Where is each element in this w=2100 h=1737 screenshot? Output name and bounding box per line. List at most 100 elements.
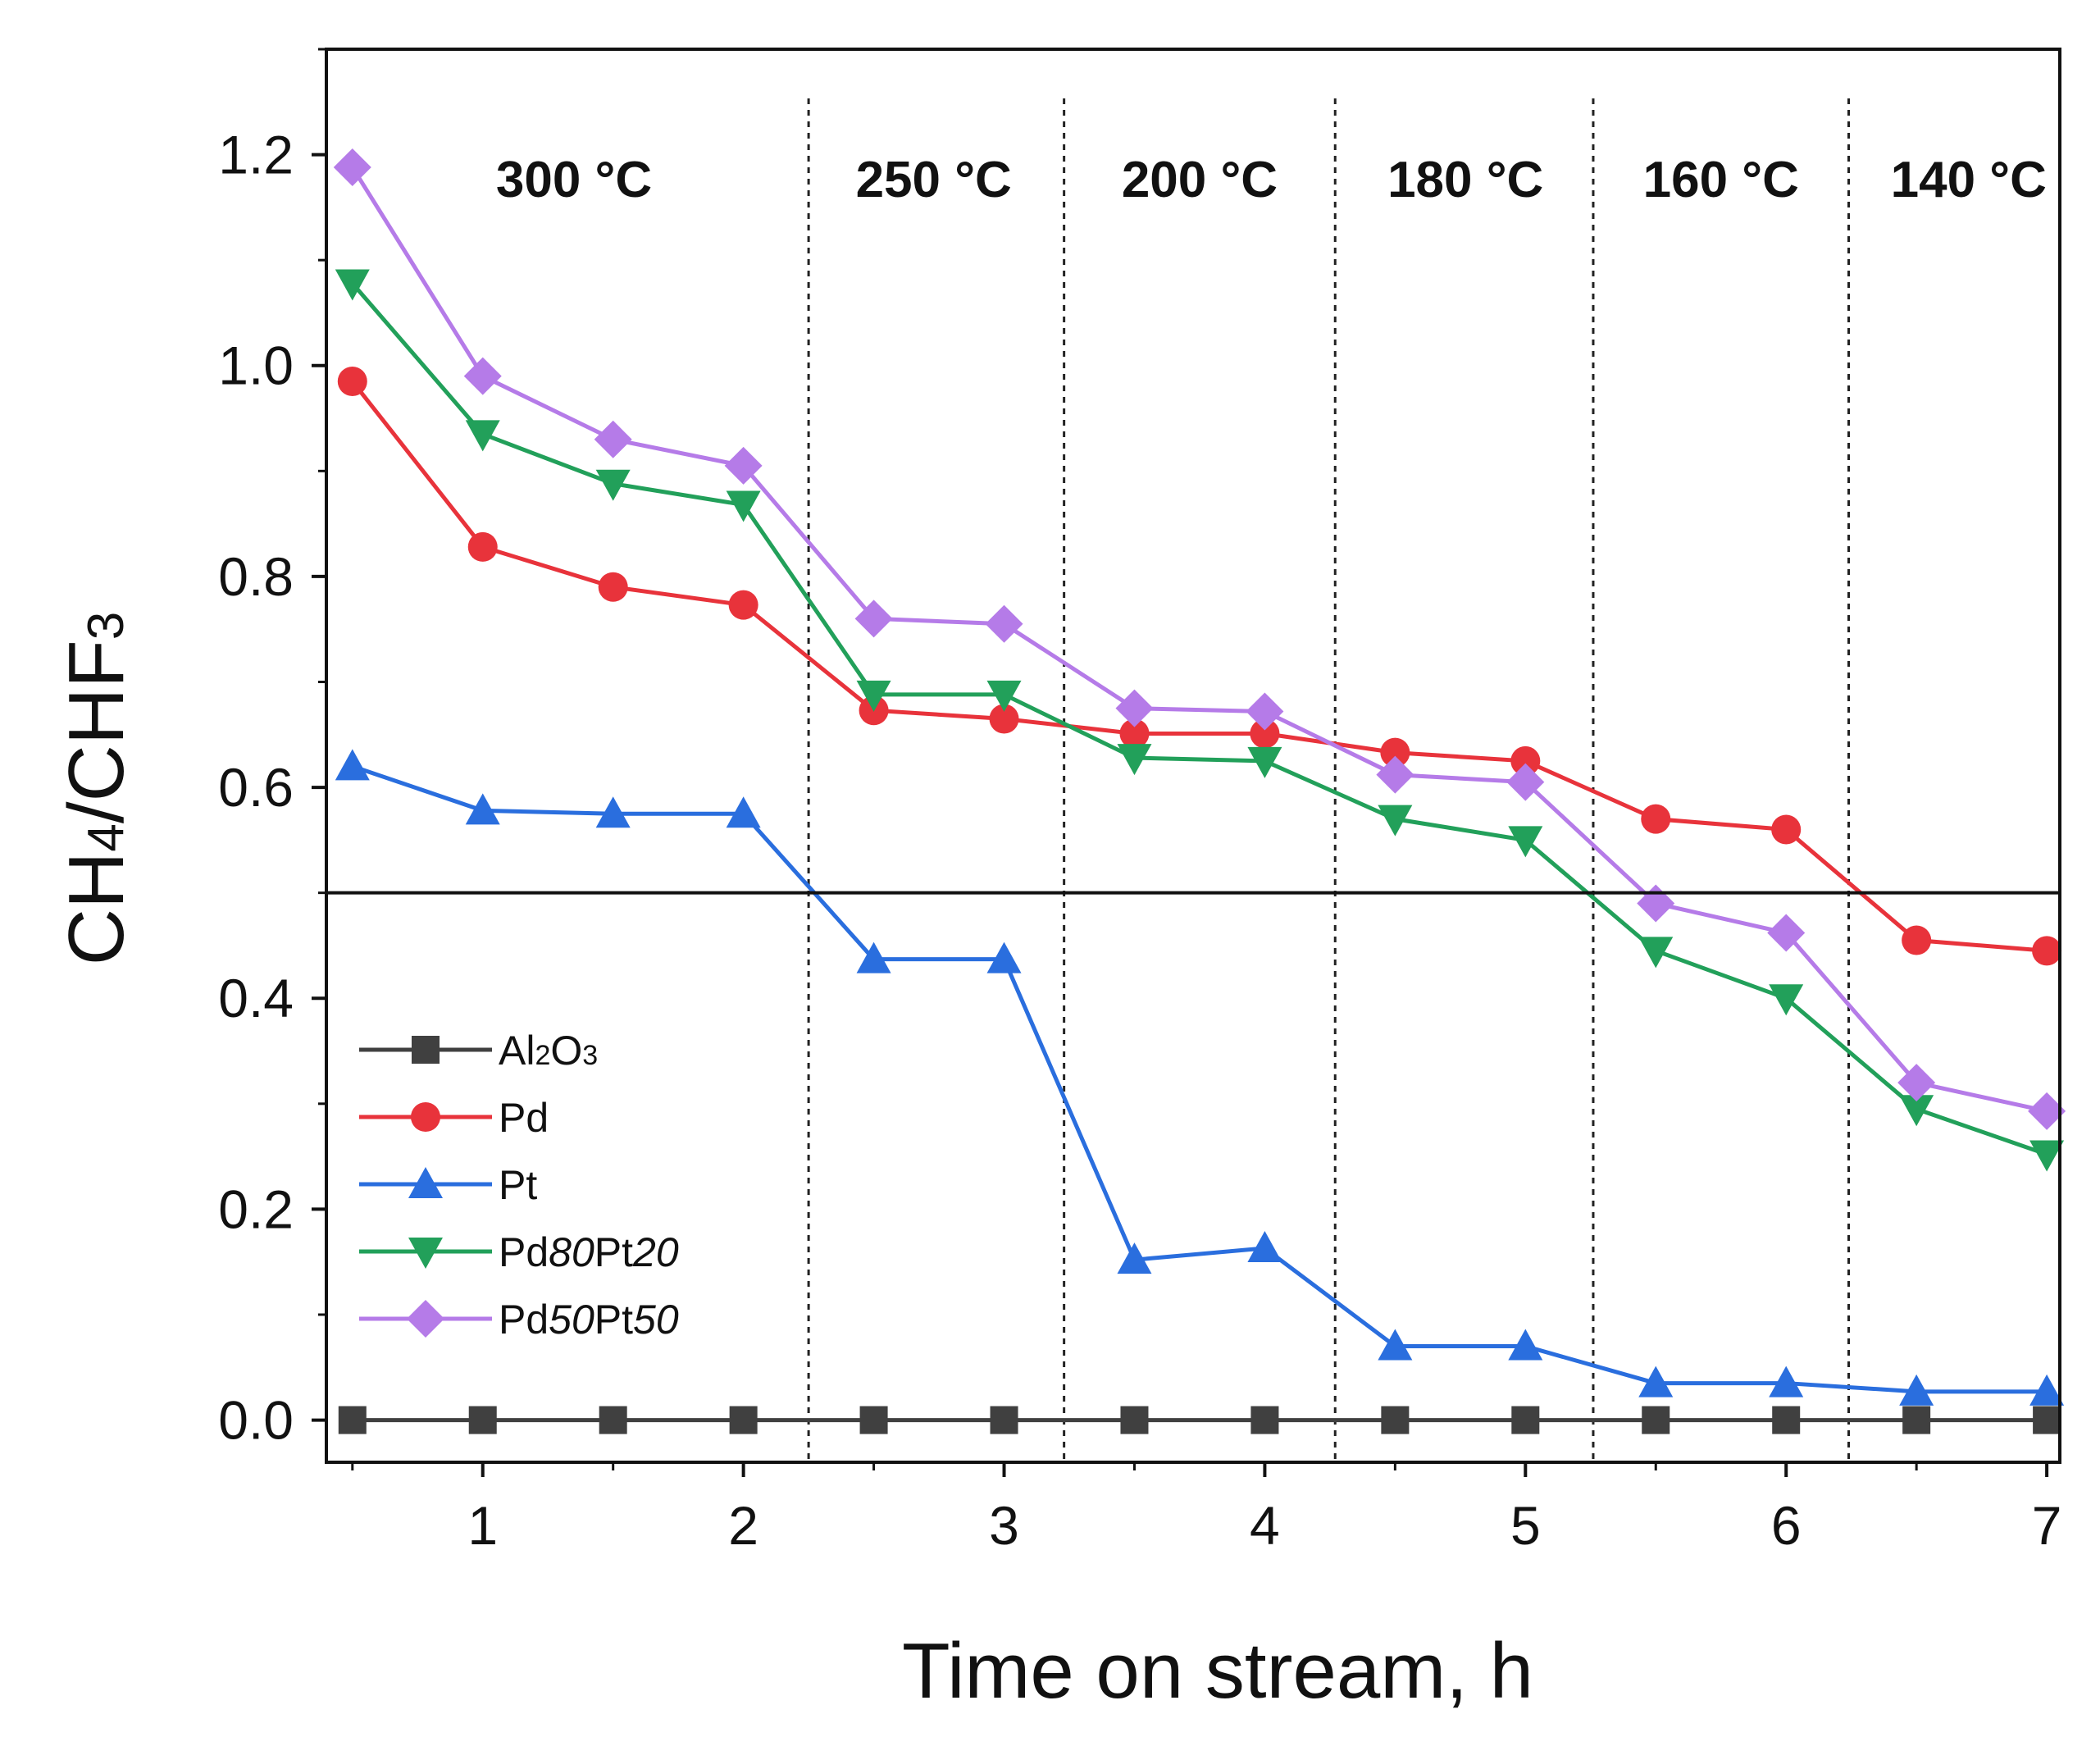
plot-frame [325,48,2061,1464]
legend-label-part: Al [499,1028,535,1074]
axes: 0.0 0.2 0.4 0.6 0.8 1.0 1.2 1 2 3 4 5 6 7 Time on stre… [52,48,2062,1715]
data-point [1897,1064,1936,1102]
data-point [1772,1406,1801,1434]
data-point [724,446,763,485]
data-point [333,148,371,187]
data-point [1899,1095,1934,1127]
data-point [1119,718,1150,749]
y-tick-label: 0.4 [218,968,294,1028]
data-point [1638,1365,1674,1397]
temperature-dividers [807,98,1851,1462]
legend-label-part: Pd [499,1229,549,1275]
legend-label-part: 50 [633,1297,679,1343]
x-axis-title: Time on stream, h [902,1627,1533,1715]
data-point [1117,744,1152,776]
data-point [335,269,370,301]
data-point [2032,936,2062,966]
y-axis-title: CH4/CHF3 [52,612,140,966]
data-point [465,420,500,452]
data-point [1378,805,1413,837]
legend-label-part: O [550,1028,582,1074]
y-axis-title-part: 4 [78,823,134,851]
data-point [1769,984,1804,1016]
series-line [350,380,2048,953]
data-point [1642,1406,1670,1434]
x-tick-label: 6 [1771,1495,1802,1556]
x-tick-label: 5 [1510,1495,1541,1556]
data-point [990,1406,1018,1434]
series-line [350,281,2048,1156]
x-tick-label: 1 [467,1495,498,1556]
temperature-region-label: 140 °C [1891,152,2047,208]
data-point [1247,1230,1282,1262]
y-tick-label: 0.8 [218,546,294,607]
series-pd80pt20 [335,269,2065,1172]
series-layer [333,148,2066,1434]
data-point [463,357,502,395]
legend-marker [407,1300,444,1338]
temperature-region-label: 300 °C [496,152,652,208]
legend-marker [408,1238,443,1269]
data-point [598,572,628,602]
y-tick-label: 1.2 [218,125,294,185]
legend-entry: Pd50Pt50 [359,1297,679,1343]
legend-marker [412,1036,440,1064]
legend-marker [408,1167,443,1198]
legend-marker [411,1102,440,1132]
x-tick-label: 7 [2032,1495,2062,1556]
series-pd [337,367,2062,966]
plot-frame-rect [325,48,2061,1464]
legend-label: Pt [499,1162,537,1208]
data-point [1771,814,1802,845]
data-point [1641,804,1671,834]
data-point [338,1406,367,1434]
data-point [1380,737,1410,768]
data-point [465,793,500,825]
data-point [599,1406,627,1434]
y-axis-title-part: CH [52,852,140,966]
temperature-region-labels: 300 °C 250 °C 200 °C 180 °C 160 °C 140 °C [496,152,2047,208]
y-tick-label: 0.2 [218,1179,294,1239]
legend-entry: Pt [359,1162,537,1208]
legend-label: Pd80Pt20 [499,1229,679,1275]
x-tick-label: 2 [728,1495,758,1556]
series-pd50pt50 [333,148,2066,1130]
legend-label-part: Pd [499,1095,549,1141]
data-point [1506,763,1545,801]
legend-label: Al2O3 [499,1028,598,1074]
data-point [986,941,1022,973]
data-point [595,796,631,828]
legend-entry: Pd [359,1095,549,1141]
data-point [2029,1374,2065,1406]
temperature-region-label: 250 °C [856,152,1012,208]
x-tick-label: 4 [1250,1495,1280,1556]
data-point [2033,1406,2061,1434]
data-point [729,1406,758,1434]
y-tick-label: 0.6 [218,757,294,818]
temperature-region-label: 160 °C [1643,152,1799,208]
temperature-region-label: 200 °C [1122,152,1278,208]
data-point [1508,826,1543,858]
data-point [856,941,891,973]
data-point [1376,755,1414,794]
data-point [728,590,758,620]
data-point [1638,937,1674,969]
series-pt [335,749,2065,1406]
legend-entry: Al2O3 [359,1028,598,1074]
data-point [1902,1406,1931,1434]
data-point [1902,925,1932,955]
data-point [1247,746,1282,778]
data-point [1115,689,1154,727]
data-point [1767,914,1806,952]
x-tick-label: 3 [989,1495,1019,1556]
series-line [351,764,2048,1394]
y-axis-title-part: 3 [78,612,134,640]
y-tick-label: 0.0 [218,1390,294,1451]
data-point [1250,1406,1279,1434]
legend-label-part: Pt [499,1162,537,1208]
data-point [2029,1140,2065,1172]
data-point [726,796,761,828]
data-point [1378,1329,1413,1361]
